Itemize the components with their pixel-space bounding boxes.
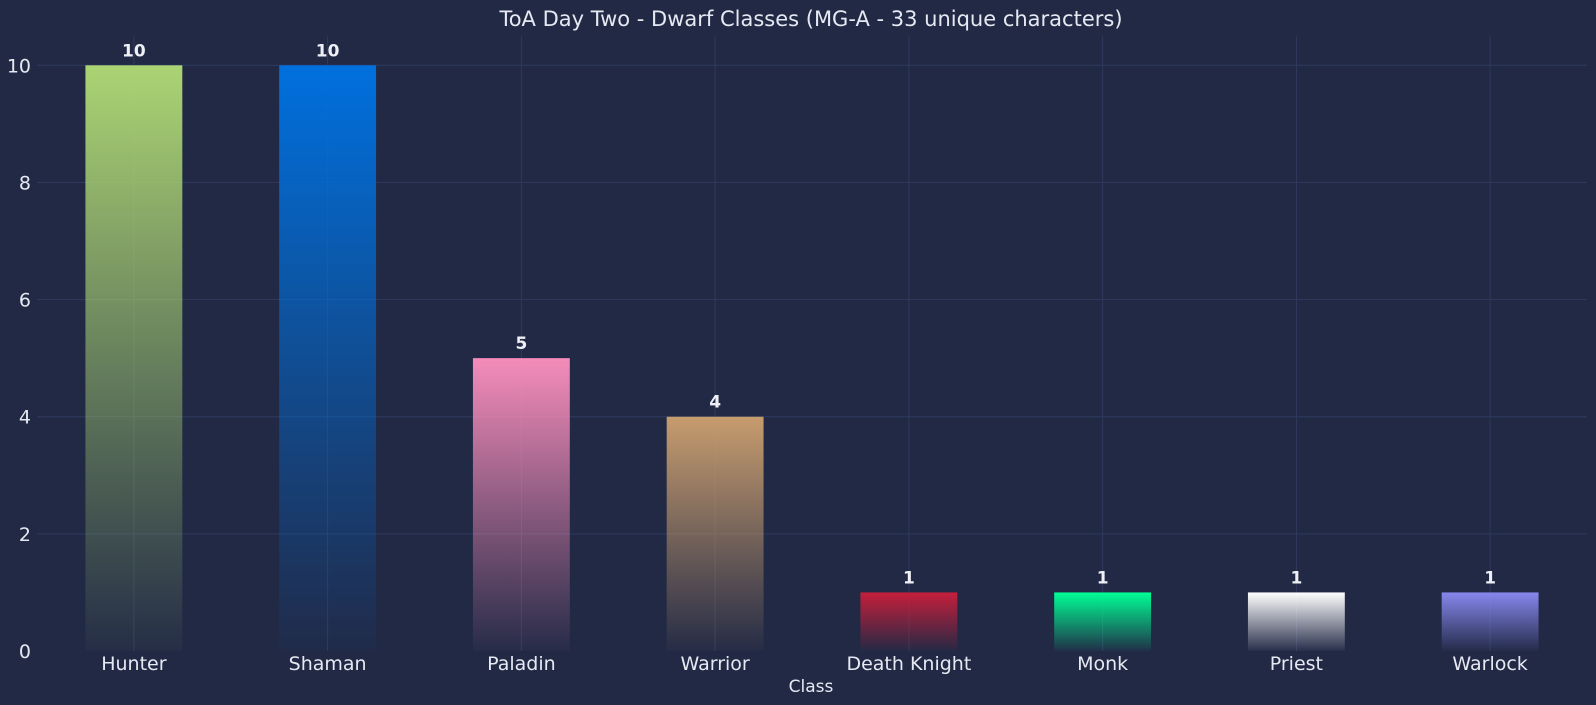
x-tick-label: Priest <box>1270 653 1323 675</box>
bar-paladin <box>472 358 570 651</box>
chart-title: ToA Day Two - Dwarf Classes (MG-A - 33 u… <box>498 7 1122 31</box>
data-label: 10 <box>316 41 340 61</box>
bar-monk <box>1054 592 1152 651</box>
x-tick-label: Hunter <box>101 653 167 675</box>
x-axis-label: Class <box>789 677 834 697</box>
data-label: 1 <box>903 568 915 588</box>
bar-warlock <box>1441 592 1539 651</box>
x-tick-label: Warlock <box>1452 653 1527 675</box>
data-labels: 10 10 5 4 1 1 1 1 <box>122 41 1496 588</box>
x-tick-label: Paladin <box>487 653 556 675</box>
bar-priest <box>1247 592 1345 651</box>
data-label: 10 <box>122 41 146 61</box>
bar-hunter <box>85 65 183 652</box>
data-label: 5 <box>515 334 527 354</box>
x-tick-label: Warrior <box>681 653 750 675</box>
bar-warrior <box>666 416 764 651</box>
y-tick-label: 8 <box>19 172 31 194</box>
x-tick-label: Death Knight <box>846 653 971 675</box>
data-label: 1 <box>1290 568 1302 588</box>
bar-death-knight <box>860 592 958 651</box>
y-tick-label: 0 <box>19 641 31 663</box>
y-tick-label: 6 <box>19 290 31 312</box>
data-label: 1 <box>1097 568 1109 588</box>
x-tick-label: Shaman <box>289 653 367 675</box>
y-tick-label: 2 <box>19 524 31 546</box>
grid-lines <box>37 36 1587 651</box>
x-axis-ticks: Hunter Shaman Paladin Warrior Death Knight Mo… <box>101 653 1528 675</box>
bars <box>85 65 1539 652</box>
y-tick-label: 10 <box>7 55 31 77</box>
y-tick-label: 4 <box>19 407 31 429</box>
bar-shaman <box>279 65 377 652</box>
data-label: 1 <box>1484 568 1496 588</box>
data-label: 4 <box>709 393 721 413</box>
x-tick-label: Monk <box>1077 653 1128 675</box>
y-axis-ticks: 0 2 4 6 8 10 <box>7 55 31 663</box>
